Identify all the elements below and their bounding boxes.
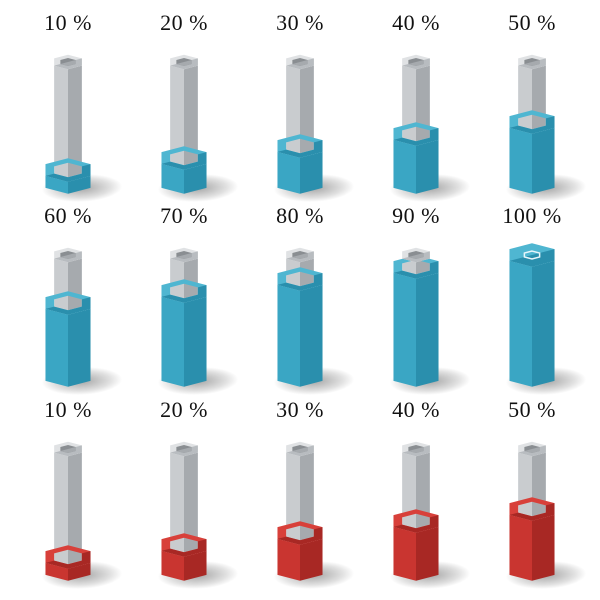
pillar-cell: 50 %	[474, 10, 590, 203]
pillar-graphic	[18, 42, 118, 192]
pillar-graphic	[250, 42, 350, 192]
pillar-cell: 40 %	[358, 397, 474, 590]
pillar-graphic	[366, 235, 466, 385]
pillar-cell: 60 %	[10, 203, 126, 396]
pillar-label: 50 %	[508, 397, 556, 423]
pillar-cell: 10 %	[10, 397, 126, 590]
pillar-graphic	[250, 235, 350, 385]
pillar-cell: 100 %	[474, 203, 590, 396]
pillar-label: 40 %	[392, 397, 440, 423]
pillar-label: 80 %	[276, 203, 324, 229]
pillar-graphic	[134, 42, 234, 192]
pillar-graphic	[482, 429, 582, 579]
pillar-label: 100 %	[502, 203, 561, 229]
pillar-cell: 20 %	[126, 397, 242, 590]
pillar-graphic	[366, 429, 466, 579]
pillar-label: 30 %	[276, 10, 324, 36]
pillar-label: 50 %	[508, 10, 556, 36]
pillar-label: 60 %	[44, 203, 92, 229]
pillar-cell: 50 %	[474, 397, 590, 590]
pillar-graphic	[134, 235, 234, 385]
pillar-cell: 70 %	[126, 203, 242, 396]
pillar-cell: 40 %	[358, 10, 474, 203]
pillar-label: 70 %	[160, 203, 208, 229]
pillar-graphic	[250, 429, 350, 579]
pillar-cell: 30 %	[242, 397, 358, 590]
pillar-cell: 90 %	[358, 203, 474, 396]
pillar-cell: 20 %	[126, 10, 242, 203]
pillar-graphic	[18, 429, 118, 579]
pillar-label: 40 %	[392, 10, 440, 36]
pillar-graphic	[366, 42, 466, 192]
pillar-grid: 10 % 20 % 30 % 40 % 50 % 60 % 70 % 80 % 90 % 100 …	[0, 0, 600, 600]
pillar-cell: 10 %	[10, 10, 126, 203]
pillar-label: 90 %	[392, 203, 440, 229]
pillar-cell: 80 %	[242, 203, 358, 396]
pillar-label: 20 %	[160, 10, 208, 36]
pillar-graphic	[18, 235, 118, 385]
pillar-graphic	[482, 235, 582, 385]
pillar-graphic	[134, 429, 234, 579]
pillar-label: 10 %	[44, 397, 92, 423]
pillar-graphic	[482, 42, 582, 192]
pillar-label: 30 %	[276, 397, 324, 423]
pillar-label: 10 %	[44, 10, 92, 36]
pillar-label: 20 %	[160, 397, 208, 423]
pillar-cell: 30 %	[242, 10, 358, 203]
